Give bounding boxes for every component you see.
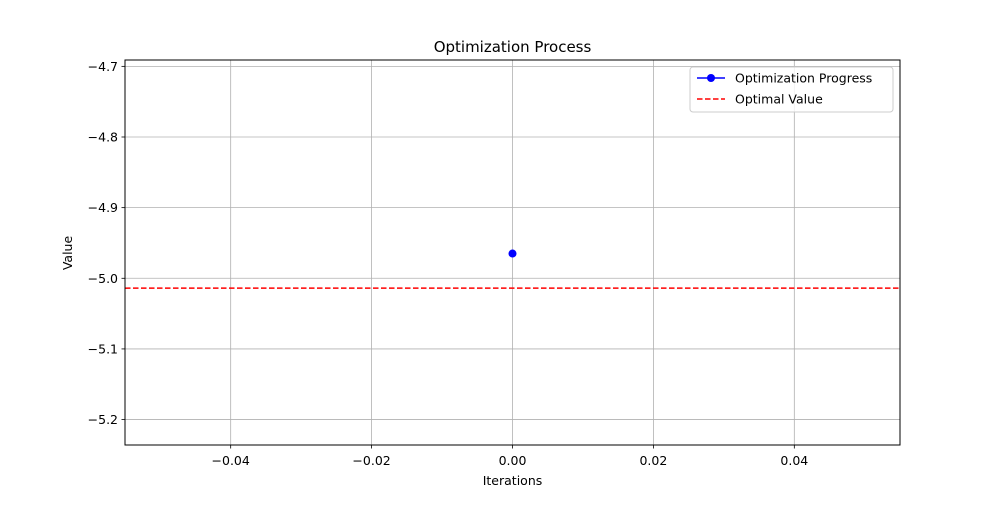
y-tick-label: −5.2	[88, 412, 118, 427]
x-axis-label: Iterations	[483, 473, 543, 488]
y-axis-label: Value	[60, 236, 75, 271]
legend-marker-progress	[707, 74, 715, 82]
progress-data-point	[508, 249, 517, 258]
data-layer	[125, 249, 900, 289]
legend-label-progress: Optimization Progress	[735, 71, 872, 86]
y-tick-label: −4.9	[88, 200, 118, 215]
y-tick-label: −5.1	[88, 341, 118, 356]
y-tick-label: −4.7	[88, 59, 118, 74]
legend-box	[689, 66, 894, 113]
chart-title: Optimization Process	[434, 38, 592, 56]
y-tick-label: −5.0	[88, 271, 118, 286]
y-tick-label: −4.8	[88, 130, 118, 145]
x-tick-label: 0.00	[499, 453, 527, 468]
x-tick-label: −0.02	[352, 453, 390, 468]
x-tick-label: 0.02	[639, 453, 667, 468]
legend: Optimization Progress Optimal Value	[689, 66, 894, 113]
x-tick-label: 0.04	[780, 453, 808, 468]
legend-label-optimal: Optimal Value	[735, 92, 823, 107]
x-tick-label: −0.04	[212, 453, 250, 468]
tick-layer: −0.04 −0.02 0.00 0.02 0.04 −4.7 −4.8 −4.9 −5.0 −5…	[88, 59, 809, 468]
